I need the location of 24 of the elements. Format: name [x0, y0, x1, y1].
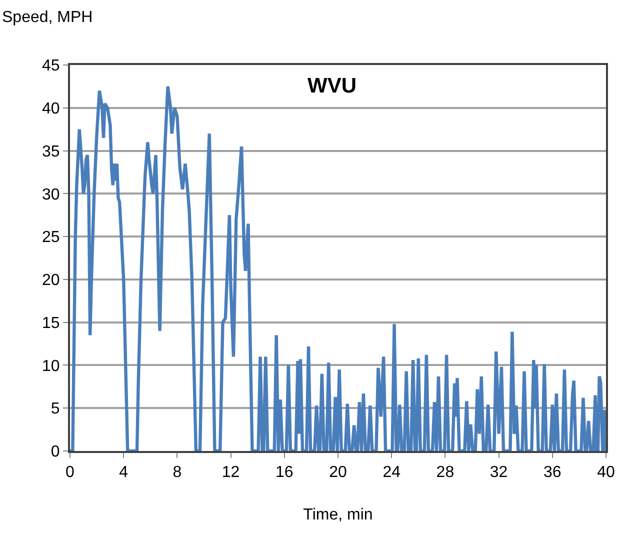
y-tick-label: 45 [42, 58, 60, 75]
y-axis-title: Speed, MPH [2, 9, 93, 26]
x-tick-label: 8 [172, 464, 182, 482]
y-tick-label: 0 [50, 444, 60, 461]
y-tick-label: 20 [42, 272, 60, 290]
y-tick-label: 30 [42, 186, 60, 204]
y-tick-label: 5 [50, 400, 60, 418]
x-tick-label: 0 [66, 464, 75, 482]
y-tick-label: 25 [42, 229, 60, 246]
x-tick-label: 4 [119, 464, 128, 482]
y-tick-label: 35 [42, 143, 60, 160]
x-axis-title: Time, min [303, 506, 373, 524]
x-tick-label: 32 [490, 464, 508, 482]
x-tick-label: 20 [329, 464, 347, 482]
y-tick-label: 10 [42, 358, 60, 375]
x-tick-label: 28 [436, 464, 454, 482]
y-tick-label: 40 [42, 100, 60, 118]
x-tick-label: 40 [597, 464, 615, 482]
chart-title: WVU [308, 74, 356, 98]
y-tick-label: 15 [42, 314, 60, 332]
x-tick-label: 16 [276, 464, 294, 482]
x-tick-label: 36 [544, 464, 562, 482]
x-tick-label: 12 [222, 464, 240, 482]
x-tick-label: 24 [382, 464, 401, 482]
